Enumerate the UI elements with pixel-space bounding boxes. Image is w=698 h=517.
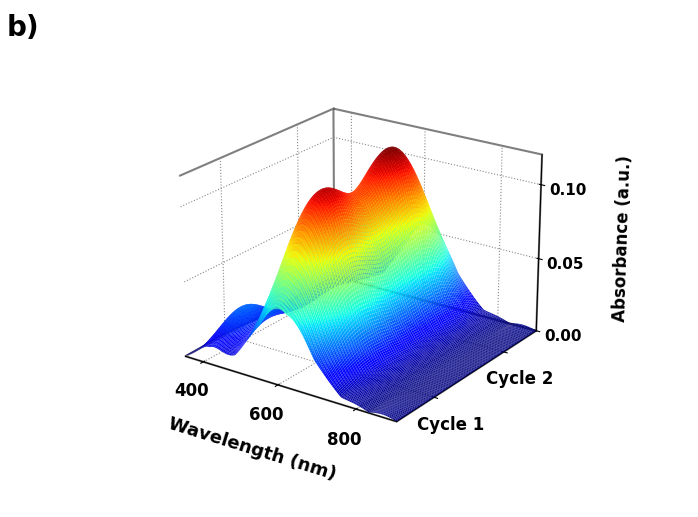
X-axis label: Wavelength (nm): Wavelength (nm) [167, 414, 339, 483]
Text: b): b) [7, 14, 40, 42]
